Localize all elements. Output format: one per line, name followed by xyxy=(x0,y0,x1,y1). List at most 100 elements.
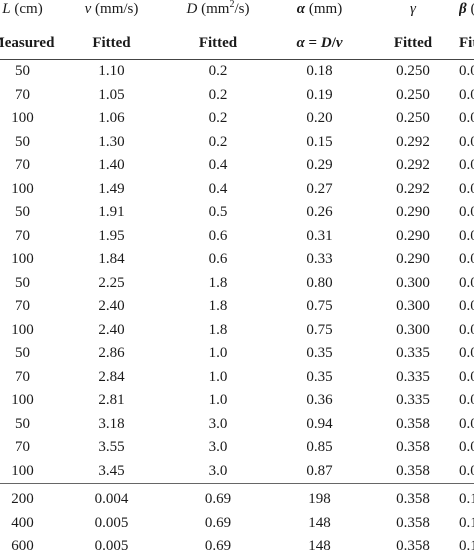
cell-beta: 0.0 xyxy=(459,321,474,338)
cell-beta: 0.1 xyxy=(459,483,474,512)
cell-alpha: 0.20 xyxy=(306,110,333,126)
header-fitted-beta: Fitte xyxy=(459,27,474,60)
cell-gamma: 0.358 xyxy=(396,538,430,554)
cell-dispersion: 1.0 xyxy=(208,392,228,408)
table-row: 50 2.86 1.0 0.35 0.335 0.0 xyxy=(0,342,474,366)
cell-gamma: 0.250 xyxy=(396,63,430,79)
header-fitted-d: Fitted xyxy=(164,27,272,60)
table-row: 70 2.84 1.0 0.35 0.335 0.0 xyxy=(0,366,474,390)
cell-alpha: 0.85 xyxy=(306,439,333,455)
cell-velocity: 1.06 xyxy=(98,110,125,126)
cell-beta: 0.0 xyxy=(459,204,474,220)
cell-dispersion: 0.2 xyxy=(208,63,228,79)
cell-gamma: 0.335 xyxy=(396,392,430,408)
cell-dispersion: 0.4 xyxy=(208,157,228,173)
cell-alpha: 0.19 xyxy=(306,86,333,103)
cell-alpha: 148 xyxy=(308,514,331,531)
cell-velocity: 0.005 xyxy=(94,514,129,531)
cell-velocity: 1.05 xyxy=(98,86,125,103)
cell-alpha: 0.94 xyxy=(306,415,333,432)
cell-length: 70 xyxy=(15,298,30,314)
cell-dispersion: 3.0 xyxy=(208,462,228,479)
cell-gamma: 0.292 xyxy=(396,180,430,197)
cell-beta: 0.0 xyxy=(459,180,474,197)
header-row-method: Measured Fitted Fitted α = D/v Fitted Fi… xyxy=(0,27,474,60)
cell-dispersion: 0.2 xyxy=(208,110,228,126)
table-row: 100 1.06 0.2 0.20 0.250 0.0 xyxy=(0,107,474,131)
cell-length: 50 xyxy=(15,63,30,79)
table-row: 100 2.81 1.0 0.36 0.335 0.0 xyxy=(0,389,474,413)
cell-velocity: 1.91 xyxy=(98,204,125,220)
table-row: 100 1.49 0.4 0.27 0.292 0.0 xyxy=(0,178,474,202)
cell-gamma: 0.358 xyxy=(396,415,430,432)
cell-beta: 0.0 xyxy=(459,415,474,432)
cell-length: 100 xyxy=(11,251,34,267)
cell-length: 50 xyxy=(15,345,30,361)
cell-alpha: 0.80 xyxy=(306,274,333,291)
cell-velocity: 3.55 xyxy=(98,439,125,455)
cell-length: 400 xyxy=(11,514,34,531)
cell-length: 70 xyxy=(15,439,30,455)
cell-alpha: 0.18 xyxy=(306,63,333,79)
cell-dispersion: 1.8 xyxy=(208,321,228,338)
cell-dispersion: 0.69 xyxy=(204,514,232,531)
cell-beta: 0.0 xyxy=(459,251,474,267)
header-beta: β (s xyxy=(459,0,474,17)
cell-dispersion: 0.2 xyxy=(208,133,228,150)
cell-alpha: 0.26 xyxy=(306,204,333,220)
cell-dispersion: 0.6 xyxy=(208,251,228,267)
cell-beta: 0.0 xyxy=(459,462,474,479)
cell-gamma: 0.358 xyxy=(396,462,430,479)
cell-alpha: 0.35 xyxy=(306,368,333,385)
cell-velocity: 1.49 xyxy=(98,180,125,197)
cell-velocity: 2.40 xyxy=(98,321,125,338)
cell-beta: 0.0 xyxy=(459,345,474,361)
header-velocity: v (mm/s) xyxy=(84,0,139,17)
cell-velocity: 3.18 xyxy=(98,415,125,432)
cell-length: 200 xyxy=(0,483,59,512)
cell-velocity: 2.86 xyxy=(98,345,125,361)
header-fitted-v: Fitted xyxy=(59,27,164,60)
cell-length: 50 xyxy=(15,133,30,150)
cell-alpha: 0.36 xyxy=(306,392,333,408)
cell-alpha: 0.75 xyxy=(306,298,333,314)
cell-beta: 0.0 xyxy=(459,110,474,126)
cell-velocity: 1.30 xyxy=(98,133,125,150)
cell-length: 100 xyxy=(11,110,34,126)
cell-dispersion: 0.69 xyxy=(204,538,232,554)
cell-beta: 0.0 xyxy=(459,63,474,79)
header-length: L (cm) xyxy=(2,0,43,17)
cell-dispersion: 3.0 xyxy=(208,415,228,432)
header-dispersion: D (mm2/s) xyxy=(186,0,250,17)
cell-alpha: 0.87 xyxy=(306,462,333,479)
cell-gamma: 0.290 xyxy=(396,227,430,244)
cell-length: 70 xyxy=(15,227,30,244)
cell-velocity: 1.95 xyxy=(98,227,125,244)
cell-length: 100 xyxy=(11,321,34,338)
cell-gamma: 0.250 xyxy=(396,110,430,126)
cell-dispersion: 1.0 xyxy=(208,368,228,385)
cell-alpha: 198 xyxy=(272,483,367,512)
cell-dispersion: 0.6 xyxy=(208,227,228,244)
cell-alpha: 0.35 xyxy=(306,345,333,361)
header-row-units: L (cm) v (mm/s) D (mm2/s) α (mm) γ β (s xyxy=(0,0,474,27)
cell-dispersion: 1.8 xyxy=(208,274,228,291)
cell-gamma: 0.358 xyxy=(396,439,430,455)
table-row: 70 2.40 1.8 0.75 0.300 0.0 xyxy=(0,295,474,319)
cell-dispersion: 0.2 xyxy=(208,86,228,103)
cell-length: 100 xyxy=(11,392,34,408)
cell-length: 100 xyxy=(11,462,34,479)
cell-beta: 0.0 xyxy=(459,274,474,291)
cell-beta: 0.0 xyxy=(459,227,474,244)
cell-length: 70 xyxy=(15,157,30,173)
table-row: 50 3.18 3.0 0.94 0.358 0.0 xyxy=(0,413,474,437)
cell-gamma: 0.300 xyxy=(396,274,430,291)
table-row: 600 0.005 0.69 148 0.358 0.1 xyxy=(0,535,474,559)
cell-gamma: 0.290 xyxy=(396,204,430,220)
cell-dispersion: 1.0 xyxy=(208,345,228,361)
cell-velocity: 3.45 xyxy=(98,462,125,479)
cell-gamma: 0.335 xyxy=(396,345,430,361)
table-row: 50 1.91 0.5 0.26 0.290 0.0 xyxy=(0,201,474,225)
cell-dispersion: 1.8 xyxy=(208,298,228,314)
cell-gamma: 0.250 xyxy=(396,86,430,103)
